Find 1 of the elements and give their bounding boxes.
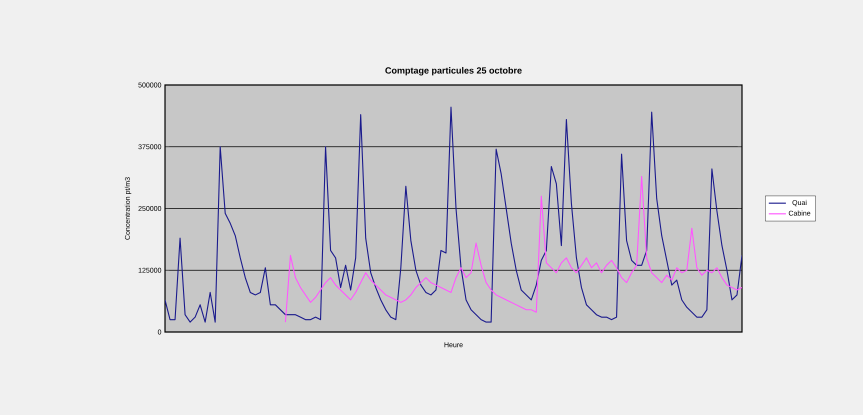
chart-title: Comptage particules 25 octobre: [385, 67, 522, 76]
